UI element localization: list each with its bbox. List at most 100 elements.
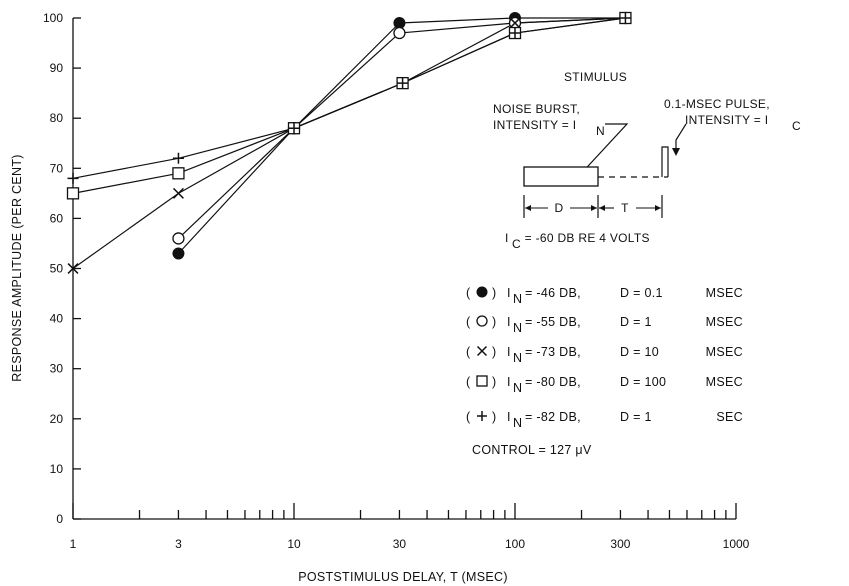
data-point xyxy=(66,187,80,200)
data-point xyxy=(397,77,409,89)
legend-unit: MSEC xyxy=(706,286,743,300)
legend-row: () I N = -55 DB, D = 1 MSEC xyxy=(466,315,743,335)
legend-intensity: = -80 DB, xyxy=(525,375,581,389)
data-point xyxy=(509,27,521,39)
pulse-label: 0.1-MSEC PULSE, xyxy=(664,97,770,111)
series-markers-filled-circle xyxy=(172,12,632,260)
series-filled-circle xyxy=(178,17,626,254)
noise-intensity-subscript: N xyxy=(596,124,605,138)
delay-label: T xyxy=(621,201,629,215)
marker-plus xyxy=(477,411,487,421)
x-tick-label: 30 xyxy=(393,537,407,551)
data-point xyxy=(476,345,488,357)
y-tick-label: 90 xyxy=(50,61,64,75)
x-tick-label: 300 xyxy=(610,537,630,551)
marker-square xyxy=(172,167,185,180)
marker-filled-circle xyxy=(172,247,185,260)
legend-subscript: N xyxy=(513,321,522,335)
legend-variable: I xyxy=(507,345,511,359)
duration-label: D xyxy=(555,201,564,215)
x-tick-label: 100 xyxy=(505,537,525,551)
marker-plus xyxy=(619,12,631,24)
ic-subscript: C xyxy=(512,237,521,251)
marker-x xyxy=(172,187,184,199)
legend-close-paren: ) xyxy=(492,410,496,424)
data-point xyxy=(393,17,406,30)
pulse-intensity-label: INTENSITY = I xyxy=(685,113,768,127)
data-point xyxy=(477,411,487,421)
legend-close-paren: ) xyxy=(492,375,496,389)
y-tick-label: 80 xyxy=(50,111,64,125)
y-tick-label: 100 xyxy=(43,11,63,25)
series-line xyxy=(72,17,626,179)
legend-unit: SEC xyxy=(716,410,743,424)
data-point xyxy=(67,263,79,274)
dim-arrowhead xyxy=(599,205,605,211)
legend-close-paren: ) xyxy=(492,345,496,359)
y-tick-label: 70 xyxy=(50,161,64,175)
legend: () I N = -46 DB, D = 0.1 MSEC() I N = -55 DB, D =… xyxy=(466,286,743,457)
axes: 0 10 20 30 40 50 60 70 80 90 100 1 3 10 30 100 300 1000 xyxy=(43,11,750,551)
legend-row: () I N = -46 DB, D = 0.1 MSEC xyxy=(466,286,743,306)
legend-subscript: N xyxy=(513,292,522,306)
legend-intensity: = -55 DB, xyxy=(525,315,581,329)
marker-x xyxy=(67,263,79,274)
legend-variable: I xyxy=(507,410,511,424)
legend-subscript: N xyxy=(513,351,522,365)
marker-plus xyxy=(397,77,409,89)
y-tick-label: 50 xyxy=(50,262,64,276)
y-tick-label: 60 xyxy=(50,211,64,225)
legend-intensity: = -82 DB, xyxy=(525,410,581,424)
x-tick-label: 1000 xyxy=(723,537,750,551)
legend-variable: I xyxy=(507,286,511,300)
noise-burst-label: NOISE BURST, xyxy=(493,102,580,116)
legend-unit: MSEC xyxy=(706,345,743,359)
legend-duration: D = 100 xyxy=(620,375,666,389)
data-point xyxy=(393,26,406,40)
dim-arrowhead xyxy=(655,205,661,211)
noise-pointer-line xyxy=(576,123,629,179)
pulse-pointer-arrowhead xyxy=(672,148,680,156)
legend-open-paren: ( xyxy=(466,375,471,389)
ic-prefix: I xyxy=(505,231,509,245)
x-tick-label: 3 xyxy=(175,537,182,551)
legend-close-paren: ) xyxy=(492,286,496,300)
stimulus-title: STIMULUS xyxy=(564,70,627,84)
y-tick-label: 10 xyxy=(50,462,64,476)
pulse-shape xyxy=(661,146,669,177)
legend-duration: D = 1 xyxy=(620,315,652,329)
marker-filled-circle xyxy=(476,286,488,298)
legend-open-paren: ( xyxy=(466,345,471,359)
marker-plus xyxy=(67,172,79,184)
legend-open-paren: ( xyxy=(466,410,471,424)
legend-duration: D = 0.1 xyxy=(620,286,663,300)
marker-x xyxy=(509,17,521,29)
data-point xyxy=(67,172,79,184)
y-tick-label: 30 xyxy=(50,362,64,376)
series-plus xyxy=(72,17,626,179)
series-line xyxy=(178,17,626,254)
legend-intensity: = -73 DB, xyxy=(525,345,581,359)
data-point xyxy=(509,17,521,29)
data-point xyxy=(619,12,631,24)
marker-square xyxy=(66,187,80,200)
legend-duration: D = 1 xyxy=(620,410,652,424)
marker-x xyxy=(476,345,488,357)
stimulus-diagram: STIMULUS NOISE BURST, INTENSITY = I N 0.1-MS… xyxy=(493,70,801,251)
legend-row: () I N = -80 DB, D = 100 MSEC xyxy=(466,375,743,395)
marker-square xyxy=(476,375,488,387)
marker-plus xyxy=(172,152,184,164)
data-point xyxy=(288,122,300,134)
legend-open-paren: ( xyxy=(466,286,471,300)
y-tick-label: 20 xyxy=(50,412,64,426)
legend-row: () I N = -73 DB, D = 10 MSEC xyxy=(466,345,743,365)
data-point xyxy=(172,167,185,180)
marker-open-circle xyxy=(476,315,488,327)
legend-close-paren: ) xyxy=(492,315,496,329)
legend-duration: D = 10 xyxy=(620,345,659,359)
marker-filled-circle xyxy=(393,17,406,30)
y-axis-title: RESPONSE AMPLITUDE (PER CENT) xyxy=(10,154,24,382)
y-tick-label: 40 xyxy=(50,312,64,326)
x-tick-label: 1 xyxy=(70,537,77,551)
